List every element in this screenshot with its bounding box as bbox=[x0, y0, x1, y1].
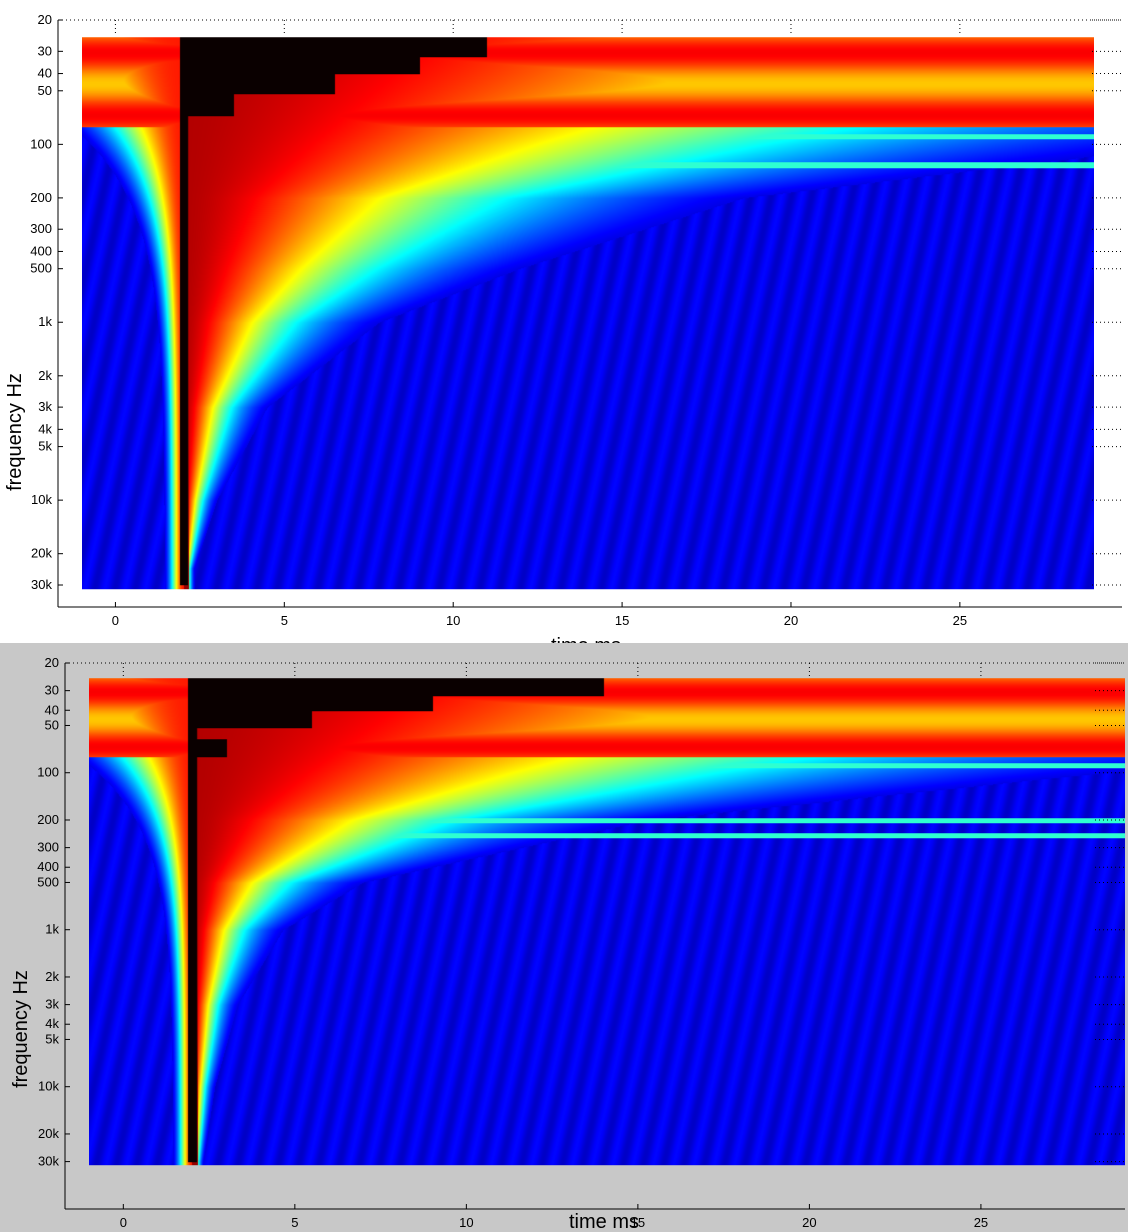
spectrogram-heatmap bbox=[89, 678, 1125, 1166]
y-tick-label: 2k bbox=[38, 368, 52, 383]
x-tick-labels: 0 5 10 15 20 25 bbox=[112, 613, 967, 628]
y-tick-label: 1k bbox=[38, 314, 52, 329]
x-tick-label: 20 bbox=[802, 1215, 816, 1230]
x-tick-label: 0 bbox=[112, 613, 119, 628]
y-axis-title: frequency Hz bbox=[10, 970, 32, 1088]
x-tick-label: 10 bbox=[446, 613, 460, 628]
y-tick-label: 30k bbox=[38, 1154, 59, 1169]
spectrogram-chart-1: 203040501002003004005001k2k3k4k5k10k20k3… bbox=[4, 12, 1122, 643]
y-tick-label: 200 bbox=[30, 190, 52, 205]
spectrogram-heatmap bbox=[82, 37, 1094, 590]
y-tick-label: 30k bbox=[31, 577, 52, 592]
y-tick-label: 20 bbox=[45, 655, 59, 670]
x-tick-label: 10 bbox=[459, 1215, 473, 1230]
y-tick-label: 3k bbox=[45, 997, 59, 1012]
y-tick-label: 20k bbox=[38, 1126, 59, 1141]
spectrogram-chart-2: 203040501002003004005001k2k3k4k5k10k20k3… bbox=[10, 655, 1125, 1232]
x-tick-label: 0 bbox=[120, 1215, 127, 1230]
y-axis-title: frequency Hz bbox=[4, 373, 26, 491]
y-tick-label: 400 bbox=[37, 859, 59, 874]
x-axis-title: time ms bbox=[569, 1211, 639, 1232]
y-tick-label: 4k bbox=[45, 1016, 59, 1031]
y-tick-label: 300 bbox=[37, 840, 59, 855]
y-tick-label: 30 bbox=[38, 43, 52, 58]
y-tick-label: 10k bbox=[38, 1079, 59, 1094]
y-tick-label: 100 bbox=[37, 765, 59, 780]
y-tick-label: 50 bbox=[45, 717, 59, 732]
x-tick-label: 15 bbox=[615, 613, 629, 628]
y-tick-label: 5k bbox=[45, 1031, 59, 1046]
y-tick-label: 20 bbox=[38, 12, 52, 27]
y-tick-label: 10k bbox=[31, 492, 52, 507]
y-tick-label: 4k bbox=[38, 421, 52, 436]
y-tick-labels: 20 30 40 50 100 200 300 400 500 1k 2k 3k 4k 5k 10k 20k 3… bbox=[30, 12, 52, 592]
y-tick-label: 40 bbox=[45, 702, 59, 717]
y-tick-label: 500 bbox=[37, 874, 59, 889]
x-tick-label: 5 bbox=[281, 613, 288, 628]
x-tick-label: 5 bbox=[291, 1215, 298, 1230]
y-tick-label: 200 bbox=[37, 812, 59, 827]
x-tick-label: 20 bbox=[784, 613, 798, 628]
y-tick-label: 100 bbox=[30, 136, 52, 151]
y-tick-label: 300 bbox=[30, 221, 52, 236]
y-tick-label: 1k bbox=[45, 922, 59, 937]
x-tick-label: 25 bbox=[974, 1215, 988, 1230]
y-tick-label: 50 bbox=[38, 83, 52, 98]
y-tick-label: 2k bbox=[45, 969, 59, 984]
y-tick-label: 5k bbox=[38, 439, 52, 454]
x-tick-label: 25 bbox=[953, 613, 967, 628]
x-axis-title: time ms bbox=[551, 635, 621, 643]
spectrogram-panel-2: 20 30 40 50 100 200 300 400 500 1k 2k 3k 4k 5k 10k 20k 3… bbox=[0, 643, 1128, 1232]
spectrogram-panel-1: 20 30 40 50 100 200 300 400 500 1k 2k 3k 4k 5k 10k 20k 3… bbox=[4, 12, 1122, 643]
y-tick-label: 500 bbox=[30, 261, 52, 276]
y-tick-label: 400 bbox=[30, 243, 52, 258]
y-tick-label: 40 bbox=[38, 66, 52, 81]
x-tick-labels: 0 5 10 15 20 25 bbox=[120, 1215, 988, 1230]
x-tick-label: 15 bbox=[631, 1215, 645, 1230]
y-tick-label: 3k bbox=[38, 399, 52, 414]
y-tick-label: 20k bbox=[31, 546, 52, 561]
y-tick-label: 30 bbox=[45, 683, 59, 698]
